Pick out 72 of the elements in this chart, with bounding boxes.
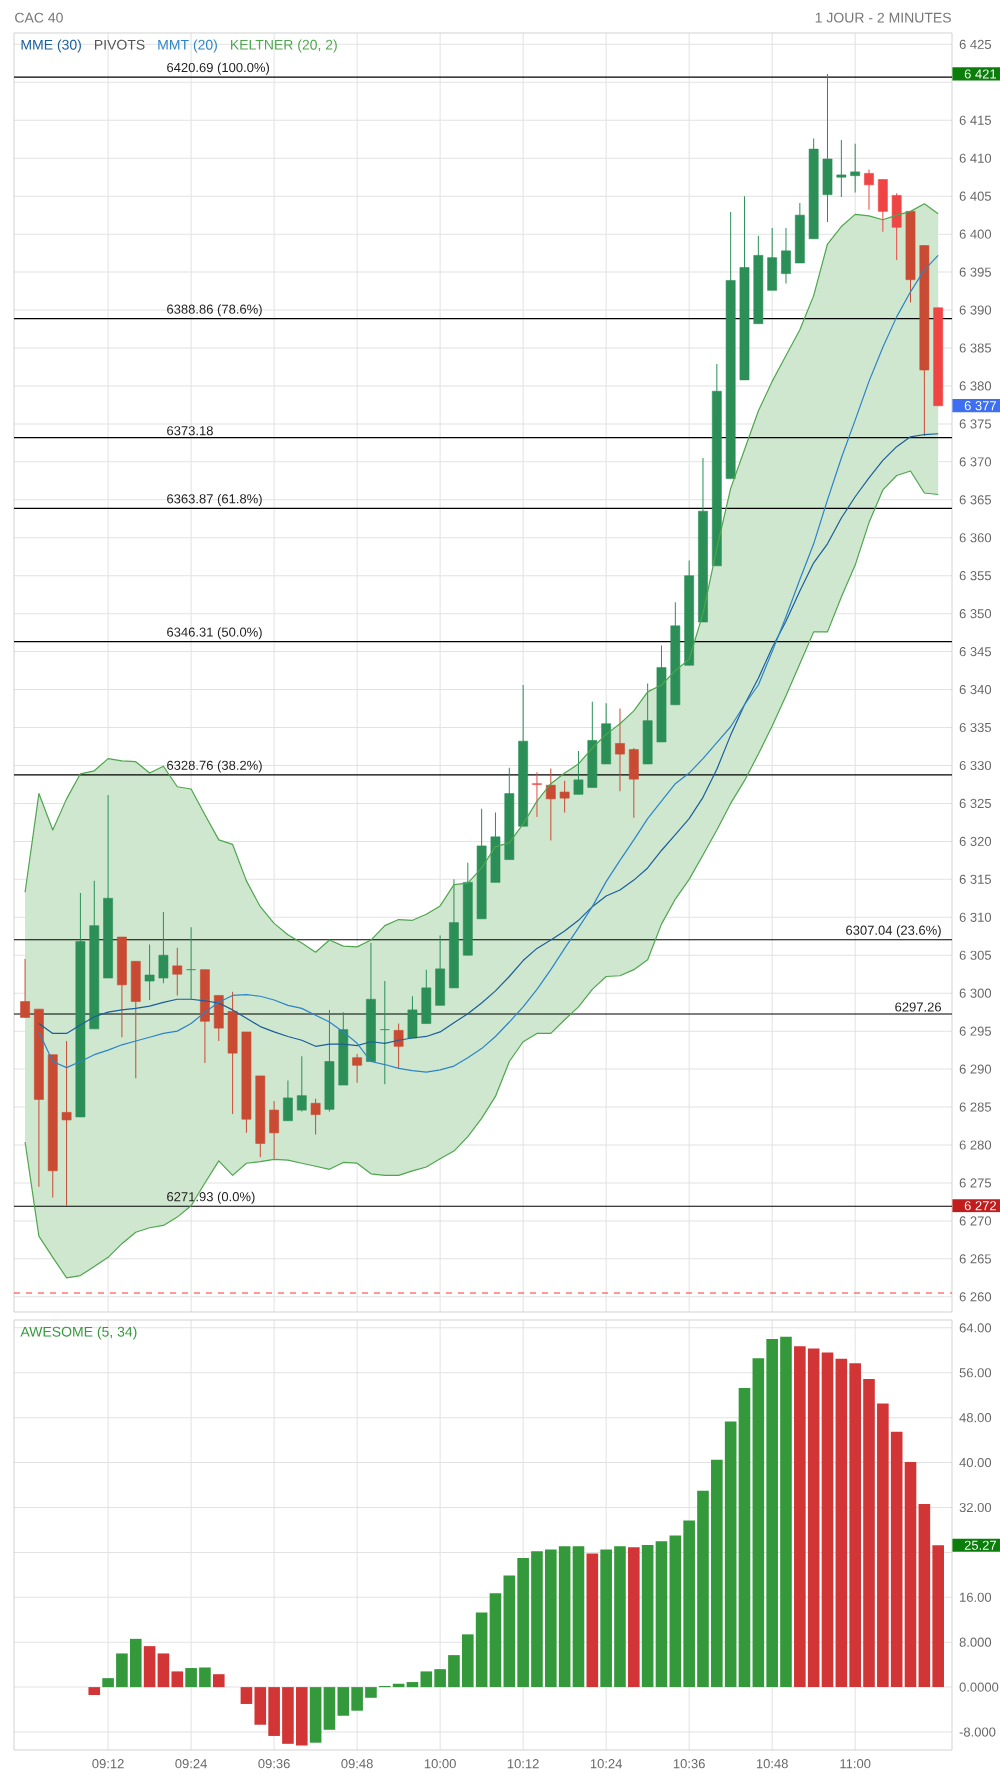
y-tick-label: 6 335 bbox=[959, 722, 992, 733]
y-tick-label: 6 410 bbox=[959, 153, 992, 163]
y-tick-label: 6 365 bbox=[959, 495, 992, 505]
y-tick-label: 6 260 bbox=[959, 1292, 992, 1302]
ref-line-label: 6346.31 (50.0%) bbox=[167, 627, 262, 640]
y-tick-label: 6 375 bbox=[959, 419, 992, 429]
y-tick-label: 32.00 bbox=[959, 1502, 992, 1513]
ref-line-label: 6271.93 (0.0%) bbox=[167, 1191, 255, 1204]
x-tick-label: 09:36 bbox=[258, 1759, 290, 1769]
x-tick-label: 10:24 bbox=[590, 1759, 623, 1769]
y-tick-label: 6 265 bbox=[959, 1254, 992, 1264]
y-tick-label: 40.00 bbox=[959, 1457, 992, 1468]
y-tick-label: 6 415 bbox=[959, 115, 992, 125]
ref-line-label: 6363.87 (61.8%) bbox=[167, 493, 262, 506]
y-tick-label: 6 275 bbox=[959, 1178, 992, 1188]
y-tick-label: 56.00 bbox=[959, 1368, 992, 1378]
chart-title: CAC 40 bbox=[15, 12, 63, 23]
text: MMT (20) bbox=[158, 39, 217, 53]
y-tick-label: 6 380 bbox=[959, 381, 992, 391]
y-tick-label: 6 290 bbox=[959, 1064, 992, 1074]
y-tick-label: 6 325 bbox=[959, 798, 992, 809]
x-tick-label: 10:12 bbox=[507, 1759, 539, 1769]
y-tick-label: 6 300 bbox=[959, 988, 992, 998]
ref-line-label: 6328.76 (38.2%) bbox=[167, 760, 262, 773]
text: MME (30) bbox=[21, 39, 81, 53]
y-tick-label: 8.000 bbox=[959, 1637, 992, 1647]
y-tick-label: 6 405 bbox=[959, 191, 992, 201]
x-tick-label: 09:12 bbox=[92, 1759, 124, 1769]
y-tick-label: 6 355 bbox=[959, 571, 992, 581]
y-tick-label: 6 320 bbox=[959, 836, 992, 846]
y-tick-label: 6 310 bbox=[959, 912, 992, 922]
x-tick-label: 09:24 bbox=[175, 1759, 207, 1769]
y-tick-label: 6 385 bbox=[959, 343, 992, 353]
ref-line-label: 6420.69 (100.0%) bbox=[167, 62, 269, 75]
y-tick-label: 6 370 bbox=[959, 457, 992, 467]
y-tick-label: 6 315 bbox=[959, 874, 992, 884]
y-tick-label: 6 270 bbox=[959, 1216, 992, 1226]
ref-line-label: 6373.18 bbox=[167, 426, 213, 436]
y-tick-label: 6 330 bbox=[959, 760, 992, 771]
y-tick-label: 6 400 bbox=[959, 229, 992, 239]
x-tick-label: 11:00 bbox=[840, 1759, 871, 1769]
y-tick-label: 6 395 bbox=[959, 267, 992, 277]
y-tick-label: 6 345 bbox=[959, 647, 992, 657]
y-tick-label: 6 305 bbox=[959, 950, 992, 960]
x-tick-label: 10:00 bbox=[424, 1759, 456, 1769]
annotation: PIVOTS bbox=[95, 39, 145, 50]
y-tick-label: 6 340 bbox=[959, 684, 992, 695]
y-tick-label: 6 390 bbox=[959, 305, 992, 315]
y-tick-label: 16.00 bbox=[960, 1592, 992, 1602]
chart-title: AWESOME (5, 34) bbox=[20, 1326, 137, 1340]
y-tick-label: 6 295 bbox=[959, 1026, 992, 1036]
x-tick-label: 09:48 bbox=[341, 1759, 373, 1769]
text: 6 272 bbox=[964, 1201, 996, 1211]
ref-line-label: 6388.86 (78.6%) bbox=[167, 304, 262, 317]
text: 6 421 bbox=[964, 69, 997, 79]
y-tick-label: 6 425 bbox=[959, 39, 992, 49]
y-tick-label: 64.00 bbox=[959, 1323, 992, 1333]
y-tick-label: 6 280 bbox=[959, 1140, 992, 1150]
text: 6 377 bbox=[964, 401, 996, 411]
y-tick-label: 0.0000 bbox=[959, 1682, 999, 1692]
y-tick-label: 6 360 bbox=[959, 533, 992, 543]
ref-line-label: 6307.04 (23.6%) bbox=[846, 925, 941, 938]
y-tick-label: 6 350 bbox=[959, 609, 992, 619]
x-tick-label: 10:36 bbox=[673, 1759, 705, 1769]
y-tick-label: 48.00 bbox=[959, 1413, 992, 1423]
text: 25.27 bbox=[964, 1540, 996, 1550]
y-tick-label: 6 285 bbox=[959, 1102, 992, 1112]
y-tick-label: -8.000 bbox=[959, 1727, 996, 1737]
ref-line-label: 6297.26 bbox=[895, 1002, 942, 1012]
x-tick-label: 10:48 bbox=[756, 1759, 788, 1769]
chart-subtitle: 1 JOUR - 2 MINUTES bbox=[815, 12, 951, 23]
text: KELTNER (20, 2) bbox=[231, 39, 337, 53]
